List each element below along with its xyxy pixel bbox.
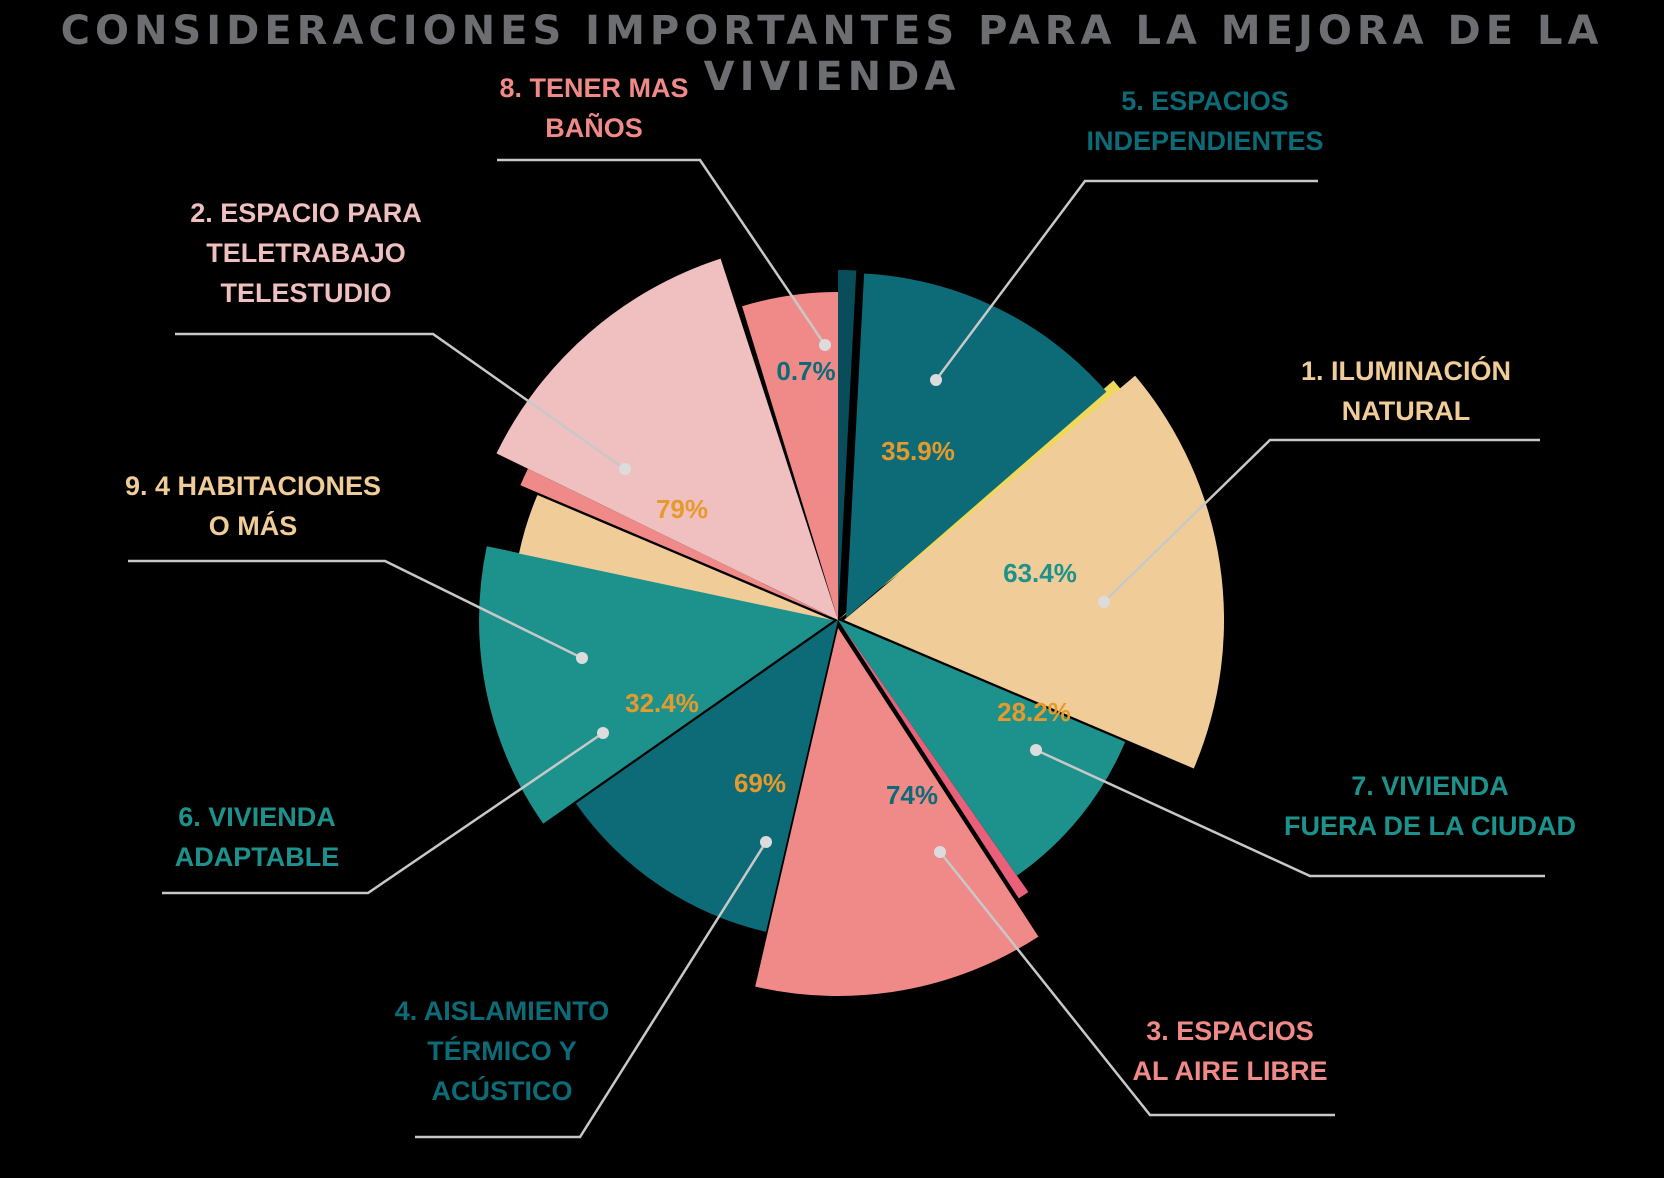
leader-line-1 bbox=[934, 179, 1318, 381]
category-label-line: 7. VIVIENDA bbox=[1351, 771, 1509, 801]
pie-slice-9 bbox=[742, 292, 838, 620]
category-label-8: 2. ESPACIO PARA TELETRABAJO TELESTUDIO bbox=[190, 198, 422, 308]
leader-dot-2 bbox=[1098, 596, 1110, 608]
leader-dot-9 bbox=[819, 339, 831, 351]
leader-line-5 bbox=[415, 841, 768, 1139]
leader-dot-7 bbox=[576, 652, 588, 664]
leader-line-7 bbox=[128, 559, 583, 660]
category-label-line: O MÁS bbox=[209, 510, 298, 541]
category-label-line: 8. TENER MAS bbox=[499, 73, 688, 103]
accent-sliver-darkteal bbox=[838, 270, 857, 620]
accent-sliver-pink bbox=[838, 620, 1029, 899]
category-label-line: ADAPTABLE bbox=[175, 842, 340, 872]
category-label-line: NATURAL bbox=[1342, 396, 1470, 426]
category-label-2: 1. ILUMINACIÓN NATURAL bbox=[1301, 355, 1511, 426]
category-label-line: TELESTUDIO bbox=[220, 278, 391, 308]
slice-value-label-5: 69% bbox=[734, 768, 786, 798]
pie-slice-6 bbox=[479, 546, 834, 824]
slice-value-label-1: 35.9% bbox=[881, 436, 955, 466]
leader-line-8 bbox=[175, 332, 626, 471]
category-label-line: AL AIRE LIBRE bbox=[1132, 1056, 1327, 1086]
slice-value-label-7: 14.8% bbox=[601, 609, 675, 639]
category-label-line: FUERA DE LA CIUDAD bbox=[1284, 811, 1576, 841]
slice-value-label-4: 74% bbox=[886, 780, 938, 810]
slice-value-label-2: 63.4% bbox=[1003, 558, 1077, 588]
pie-slice-7 bbox=[519, 495, 832, 620]
leader-line-2 bbox=[1103, 438, 1540, 603]
category-label-4: 3. ESPACIOS AL AIRE LIBRE bbox=[1132, 1016, 1327, 1086]
pie-slice-5 bbox=[575, 620, 838, 932]
category-label-line: BAÑOS bbox=[545, 112, 643, 143]
leader-line-4 bbox=[939, 851, 1335, 1117]
category-label-7: 9. 4 HABITACIONES O MÁS bbox=[125, 471, 381, 541]
category-label-9: 8. TENER MAS BAÑOS bbox=[499, 73, 688, 143]
slice-value-label-3: 28.2% bbox=[997, 697, 1071, 727]
pie-slice-1 bbox=[846, 273, 1107, 618]
category-label-line: 1. ILUMINACIÓN bbox=[1301, 355, 1511, 386]
leader-dot-3 bbox=[1030, 744, 1042, 756]
category-label-line: TELETRABAJO bbox=[206, 238, 406, 268]
leader-dot-4 bbox=[934, 846, 946, 858]
slice-value-label-8: 79% bbox=[656, 494, 708, 524]
category-label-1: 5. ESPACIOS INDEPENDIENTES bbox=[1086, 86, 1323, 156]
category-label-line: ACÚSTICO bbox=[432, 1075, 573, 1106]
leader-line-6 bbox=[162, 731, 604, 895]
pie-slice-3 bbox=[838, 620, 1126, 876]
category-label-line: 6. VIVIENDA bbox=[178, 802, 336, 832]
pie-slice-2 bbox=[844, 375, 1225, 769]
accent-sliver-salmon bbox=[520, 468, 838, 620]
leader-line-9 bbox=[497, 158, 827, 346]
leader-dot-5 bbox=[760, 836, 772, 848]
category-label-5: 4. AISLAMIENTO TÉRMICO Y ACÚSTICO bbox=[395, 996, 610, 1106]
category-label-line: 5. ESPACIOS bbox=[1121, 86, 1289, 116]
category-label-3: 7. VIVIENDA FUERA DE LA CIUDAD bbox=[1284, 771, 1576, 841]
category-label-6: 6. VIVIENDA ADAPTABLE bbox=[175, 802, 340, 872]
category-label-line: TÉRMICO Y bbox=[427, 1035, 577, 1066]
leader-dot-6 bbox=[597, 727, 609, 739]
category-label-line: 2. ESPACIO PARA bbox=[190, 198, 422, 228]
category-label-line: 3. ESPACIOS bbox=[1146, 1016, 1314, 1046]
chart-title: CONSIDERACIONES IMPORTANTES PARA LA MEJO… bbox=[60, 8, 1604, 100]
pie-slice-8 bbox=[496, 258, 838, 620]
category-label-line: 4. AISLAMIENTO bbox=[395, 996, 610, 1026]
pie-slice-4 bbox=[755, 628, 1039, 997]
category-label-line: INDEPENDIENTES bbox=[1086, 126, 1323, 156]
leader-dot-1 bbox=[930, 374, 942, 386]
leader-line-3 bbox=[1035, 748, 1545, 878]
leader-dot-8 bbox=[619, 463, 631, 475]
category-label-line: 9. 4 HABITACIONES bbox=[125, 471, 381, 501]
slice-value-label-9: 0.7% bbox=[776, 356, 835, 386]
slice-value-label-6: 32.4% bbox=[625, 688, 699, 718]
